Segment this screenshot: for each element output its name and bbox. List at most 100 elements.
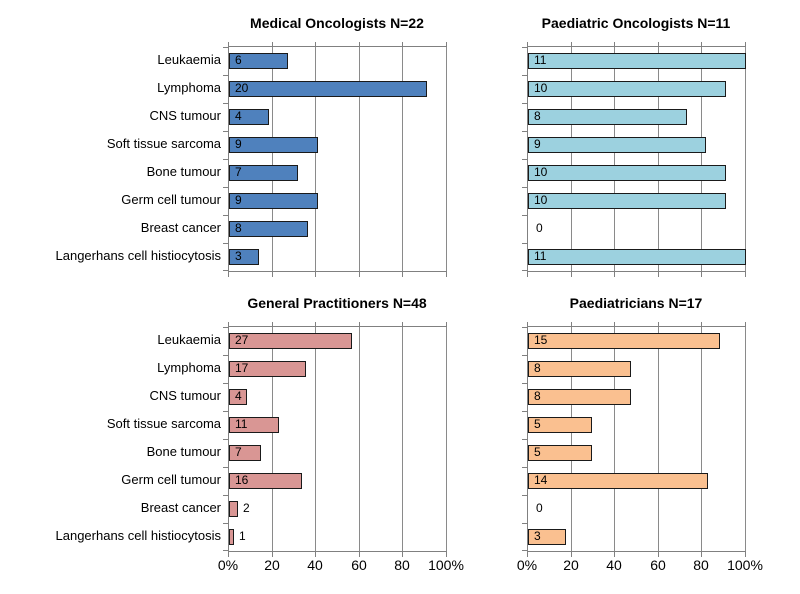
y-axis-tick [223,215,228,216]
bar [528,137,706,153]
y-axis-tick [223,550,228,551]
y-axis-tick [522,243,527,244]
x-axis-tick [527,552,528,557]
category-label: Bone tumour [146,444,221,459]
x-axis-tick [315,322,316,326]
x-axis-labels: 0% 20 40 60 80 100% [517,557,763,575]
bar-value-label: 8 [235,221,242,235]
bar-value-label: 3 [235,249,242,263]
bar-value-label: 15 [534,333,548,347]
bar-value-label: 11 [534,53,547,67]
gridline [446,327,447,551]
x-axis-tick [272,42,273,46]
y-axis-tick [522,495,527,496]
category-label: Germ cell tumour [121,192,221,207]
bar [229,501,238,517]
y-axis-tick [223,103,228,104]
bar [229,81,427,97]
x-axis-tick-label: 60 [351,557,367,573]
category-label: Germ cell tumour [121,472,221,487]
category-axis [519,46,527,295]
x-axis-tick [228,552,229,557]
bar-value-label: 9 [534,137,541,151]
x-axis-tick [315,42,316,46]
gridline [359,47,360,271]
chart-title: General Practitioners N=48 [247,295,427,311]
y-axis-tick [522,103,527,104]
bar-value-label: 8 [534,361,541,375]
bar [528,389,631,405]
x-axis-tick [745,552,746,557]
x-axis-tick [446,272,447,277]
bar-value-label: 16 [235,473,249,487]
bar [528,445,592,461]
x-axis-tick-label: 100% [727,557,763,573]
bar-value-label: 9 [235,193,242,207]
x-axis-tick [228,272,229,277]
bar-value-label: 4 [235,109,242,123]
x-axis-tick [614,552,615,557]
bar [528,417,592,433]
x-axis-tick [402,552,403,557]
y-axis-tick [223,187,228,188]
bar [229,445,261,461]
category-label: Bone tumour [146,164,221,179]
x-axis-tick [701,552,702,557]
category-label: CNS tumour [149,108,221,123]
plot-area: 27 17 4 11 7 16 2 1 [223,322,447,557]
x-axis-tick [745,322,746,326]
gridline [701,47,702,271]
gridline [272,327,273,551]
x-axis-tick [527,272,528,277]
x-axis-tick [446,552,447,557]
bar-value-label: 3 [534,529,541,543]
bar-value-label: 5 [534,445,541,459]
x-axis-tick [228,42,229,46]
x-axis-tick-label: 40 [606,557,622,573]
y-axis-tick [522,75,527,76]
bar [229,137,318,153]
x-axis-tick-label: 20 [264,557,280,573]
y-axis-tick [223,467,228,468]
x-axis-tick [658,552,659,557]
gridline [446,47,447,271]
plot-wrap: 11 10 8 9 10 10 0 11 [522,42,746,295]
bar [229,193,318,209]
x-axis-tick [745,272,746,277]
category-label: Leukaemia [157,52,221,67]
y-axis-tick [223,523,228,524]
y-axis-tick [223,243,228,244]
bar-value-label: 7 [235,445,242,459]
gridline [745,47,746,271]
x-axis-tick-label: 40 [307,557,323,573]
plot-wrap: 15 8 8 5 5 14 0 3 0% 20 40 60 80 100% [517,322,763,575]
plot-area: 15 8 8 5 5 14 0 3 [522,322,746,557]
y-axis-tick [223,355,228,356]
gridline [614,327,615,551]
category-label: Lymphoma [157,360,221,375]
bar-value-label: 1 [239,529,246,543]
y-axis-tick [223,75,228,76]
x-axis-tick [701,272,702,277]
category-label: Soft tissue sarcoma [106,136,221,151]
bar [229,109,269,125]
bar-value-label: 10 [534,193,548,207]
x-axis-tick [359,42,360,46]
plot-area: 6 20 4 9 7 9 8 3 [223,42,447,277]
x-axis-tick [527,42,528,46]
gridline [272,47,273,271]
x-axis-tick-label: 0% [516,557,538,573]
x-axis-tick [614,42,615,46]
y-axis-tick [522,327,527,328]
bar [229,53,288,69]
x-axis-tick [571,552,572,557]
x-axis-tick [315,272,316,277]
x-axis-tick [315,552,316,557]
bar [229,361,306,377]
x-axis-tick [402,42,403,46]
chart-paediatricians: Paediatricians N=17 15 8 8 5 5 14 0 3 0% 20 40 60 8… [517,288,763,575]
x-axis-tick [658,42,659,46]
bar-value-label: 11 [235,417,248,431]
category-label: Lymphoma [157,80,221,95]
bar [528,529,566,545]
